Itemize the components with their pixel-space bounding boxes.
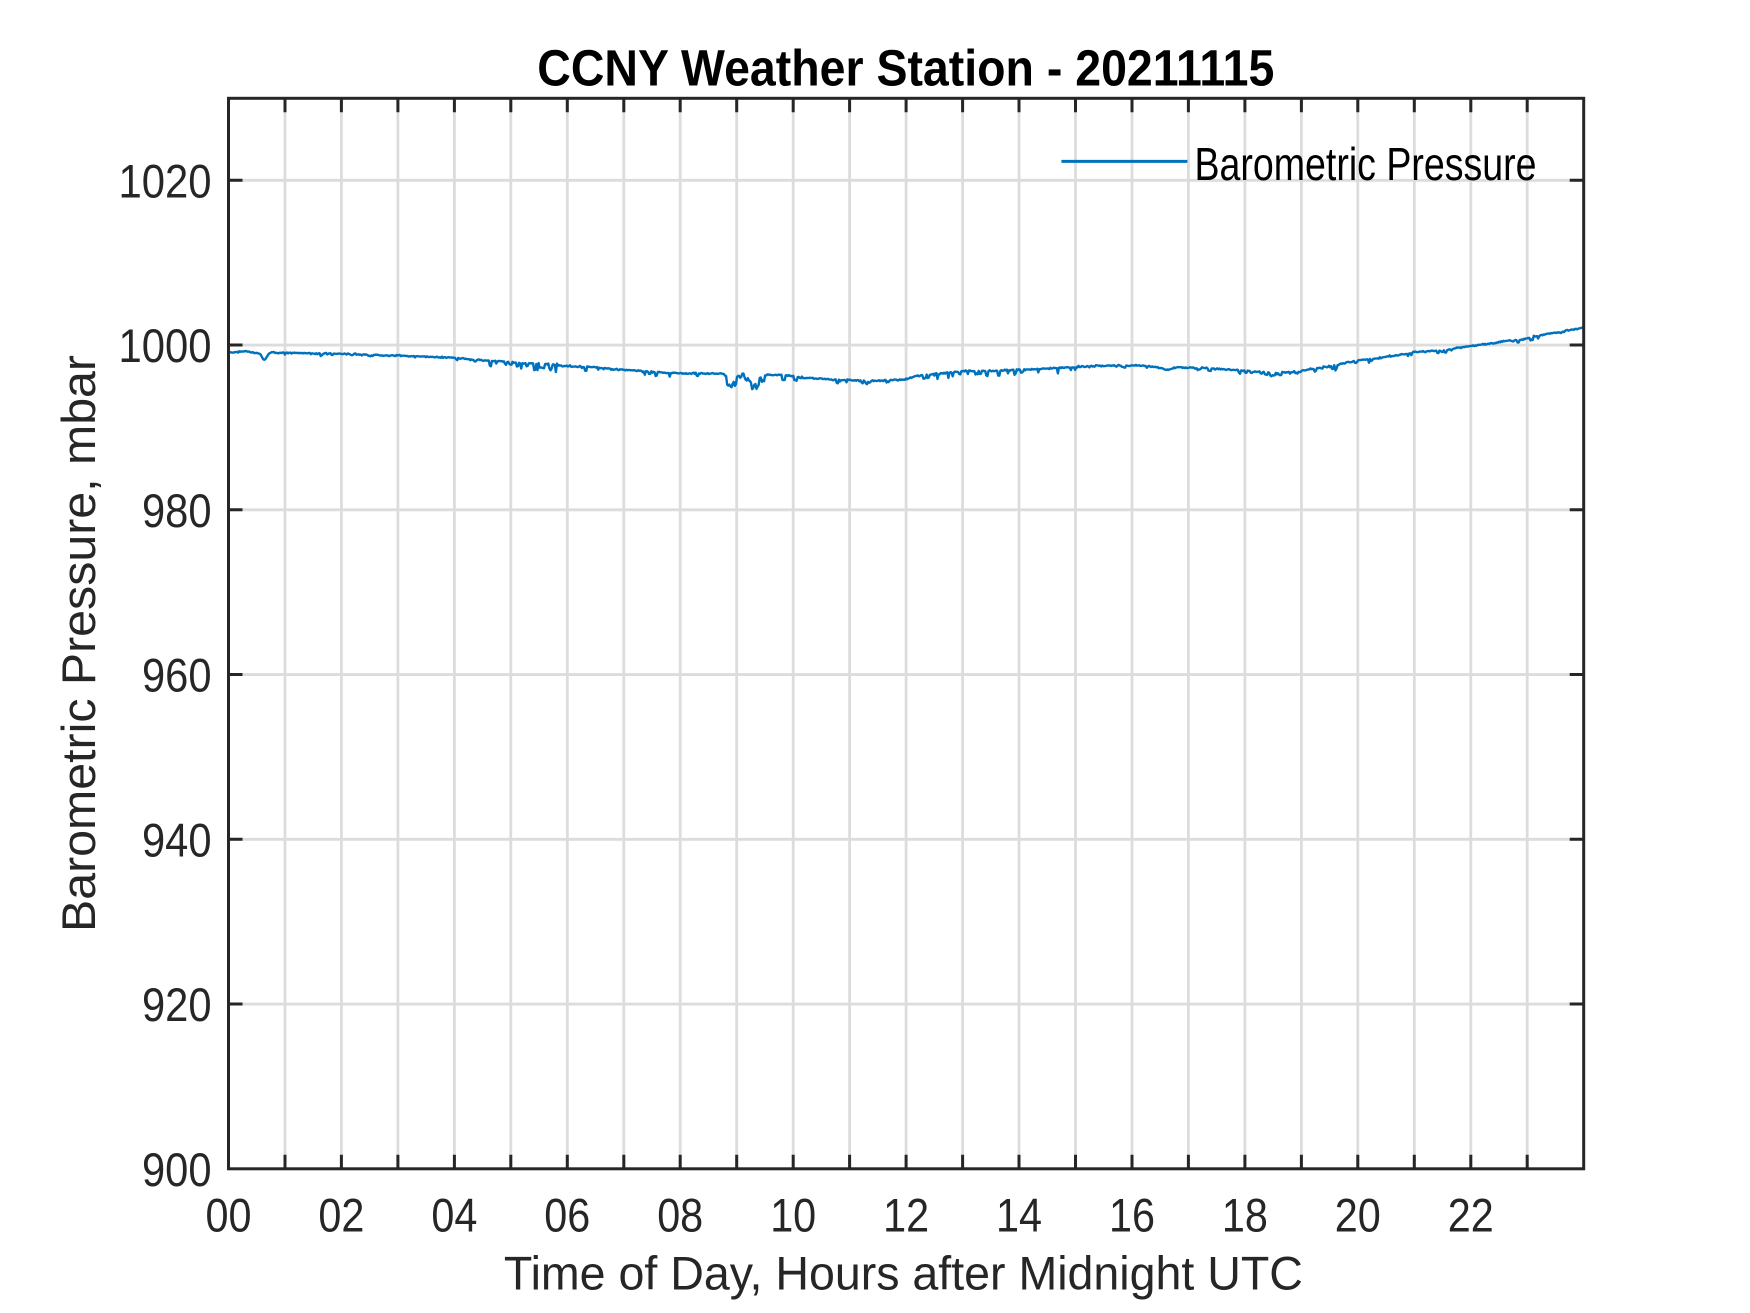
svg-text:16: 16 [1109, 1190, 1155, 1243]
svg-text:14: 14 [996, 1190, 1042, 1243]
svg-text:900: 900 [142, 1144, 212, 1197]
svg-text:06: 06 [544, 1190, 590, 1243]
svg-text:08: 08 [657, 1190, 703, 1243]
svg-text:940: 940 [142, 814, 212, 867]
svg-text:960: 960 [142, 650, 212, 703]
svg-text:00: 00 [206, 1190, 252, 1243]
svg-text:22: 22 [1448, 1190, 1494, 1243]
svg-text:04: 04 [431, 1190, 477, 1243]
svg-text:920: 920 [142, 979, 212, 1032]
svg-text:980: 980 [142, 485, 212, 538]
svg-text:Time of Day, Hours after Midni: Time of Day, Hours after Midnight UTC [504, 1247, 1303, 1300]
svg-text:02: 02 [318, 1190, 364, 1243]
svg-text:10: 10 [770, 1190, 816, 1243]
svg-text:1000: 1000 [119, 320, 212, 373]
svg-text:Barometric Pressure, mbar: Barometric Pressure, mbar [52, 355, 105, 932]
svg-text:12: 12 [883, 1190, 929, 1243]
svg-text:20: 20 [1335, 1190, 1381, 1243]
svg-text:1020: 1020 [119, 155, 212, 208]
svg-text:CCNY Weather Station - 2021111: CCNY Weather Station - 20211115 [537, 40, 1274, 97]
svg-text:Barometric Pressure: Barometric Pressure [1195, 138, 1537, 190]
svg-text:18: 18 [1222, 1190, 1268, 1243]
